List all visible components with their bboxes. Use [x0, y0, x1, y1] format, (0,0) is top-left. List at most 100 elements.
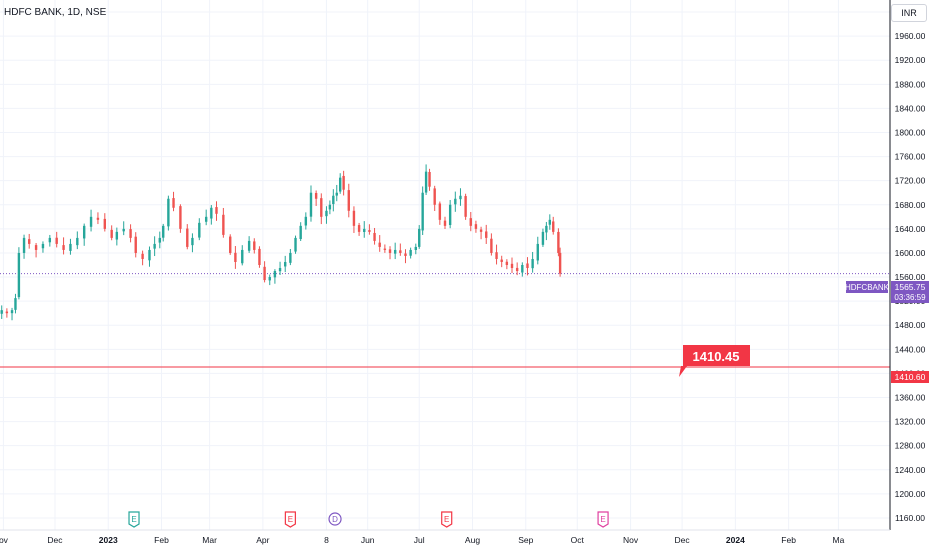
time-tick-label: Mar [202, 535, 217, 545]
time-tick-label: Jun [361, 535, 375, 545]
candle-body [69, 243, 72, 251]
candle-body [179, 206, 182, 229]
price-tick-label: 1200.00 [895, 489, 926, 499]
earnings-marker[interactable] [128, 511, 140, 528]
candle-body [485, 231, 488, 238]
candle-body [558, 252, 562, 274]
candle-body [115, 231, 119, 240]
price-tick-label: 1320.00 [895, 417, 926, 427]
time-tick-label: Ma [833, 535, 845, 545]
candle-body [357, 225, 361, 232]
price-tick-label: 1440.00 [895, 344, 926, 354]
candle-body [141, 253, 144, 259]
candle-body [241, 249, 244, 264]
candle-body [383, 248, 387, 250]
last-price-value: 1565.75 [895, 282, 926, 292]
symbol-title[interactable]: HDFC BANK, 1D, NSE [4, 7, 107, 18]
candle-body [22, 237, 26, 253]
candle-body [55, 237, 58, 244]
price-tick-label: 1760.00 [895, 152, 926, 162]
candle-body [258, 248, 261, 265]
candle-body [541, 231, 545, 245]
candle-body [153, 243, 156, 249]
candle-body [443, 220, 447, 226]
candle-body [490, 238, 493, 253]
price-tick-label: 1920.00 [895, 55, 926, 65]
event-marker-label: E [600, 515, 605, 524]
candle-body [347, 190, 350, 211]
price-tick-label: 1240.00 [895, 465, 926, 475]
candle-body [172, 198, 175, 208]
candle-body [363, 228, 366, 232]
candle-body [328, 204, 332, 210]
candle-body [210, 207, 213, 219]
candle-body [129, 229, 132, 238]
time-tick-label: 2023 [99, 535, 118, 545]
candle-body [122, 228, 125, 232]
price-tick-label: 1720.00 [895, 176, 926, 186]
candle-body [17, 252, 21, 298]
event-marker-label: E [288, 515, 293, 524]
candle-body [10, 310, 14, 314]
candle-body [294, 237, 297, 252]
candle-body [278, 268, 282, 272]
earnings-marker[interactable] [441, 511, 453, 528]
candle-body [89, 216, 93, 227]
candle-body [505, 261, 509, 265]
candle-body [409, 249, 412, 256]
candle-body [158, 237, 161, 243]
candle-body [62, 245, 65, 250]
candle-body [557, 231, 560, 253]
candle-body [521, 265, 524, 273]
candle-body [48, 237, 52, 243]
dividend-marker[interactable] [328, 512, 342, 526]
event-marker-label: E [444, 515, 449, 524]
price-tick-label: 1480.00 [895, 320, 926, 330]
time-tick-label: Aug [465, 535, 480, 545]
candle-body [469, 218, 472, 226]
candle-body [320, 198, 323, 217]
candle-body [545, 225, 548, 233]
candle-body [332, 195, 335, 205]
candle-body [428, 171, 431, 187]
price-tick-label: 1640.00 [895, 224, 926, 234]
alert-callout-bubble [679, 345, 750, 377]
candle-body [448, 204, 452, 226]
candle-body [299, 225, 302, 240]
candle-body [148, 249, 151, 261]
earnings-marker[interactable] [284, 511, 296, 528]
candle-body [495, 252, 498, 259]
last-price-label-bg [891, 281, 929, 303]
candle-body [531, 258, 534, 269]
alert-callout[interactable]: 1410.45 [679, 345, 750, 377]
candle-body [215, 207, 218, 214]
alert-axis-label-text: 1410.60 [895, 372, 926, 382]
candle-body [548, 219, 552, 225]
price-tick-label: 1960.00 [895, 31, 926, 41]
candle-body [338, 177, 342, 192]
candle-body [393, 249, 397, 254]
earnings-marker[interactable] [597, 511, 609, 528]
candle-body [335, 192, 338, 196]
candle-body [454, 198, 457, 205]
time-tick-label: Nov [623, 535, 639, 545]
candle-body [424, 171, 428, 193]
candle-body [186, 228, 189, 247]
time-tick-label: Dec [675, 535, 691, 545]
candle-body [34, 245, 38, 250]
candle-body [325, 210, 328, 217]
candle-body [414, 246, 417, 250]
candle-body [162, 225, 165, 238]
time-axis[interactable]: ov Dec 2023 Feb Mar Apr 8 Jun Jul Aug Sep Oct Nov Dec… [0, 535, 845, 545]
candle-body [204, 216, 208, 222]
candle-body [464, 196, 467, 217]
price-tick-label: 1360.00 [895, 393, 926, 403]
candle-body [342, 175, 345, 190]
currency-selector[interactable]: INR [891, 4, 927, 22]
event-marker-label: E [131, 515, 136, 524]
price-axis[interactable]: 1160.00 1200.00 1240.00 1280.00 1320.00 1360.… [895, 7, 926, 523]
candle-body [373, 232, 376, 241]
candle-body [309, 192, 313, 217]
